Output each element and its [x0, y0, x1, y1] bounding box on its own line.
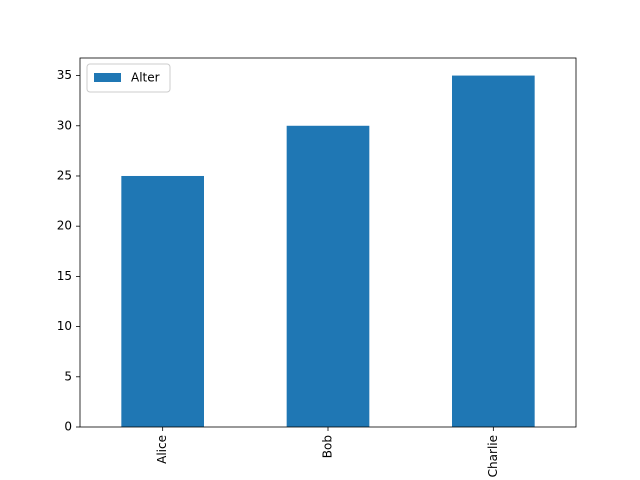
x-tick-label: Alice: [155, 435, 169, 464]
y-tick-label: 20: [57, 219, 72, 233]
y-tick-label: 35: [57, 68, 72, 82]
legend-label: Alter: [131, 71, 160, 85]
legend-swatch: [94, 73, 121, 82]
legend-box: [86, 63, 171, 93]
y-tick-label: 30: [57, 118, 72, 132]
y-tick-label: 10: [57, 319, 72, 333]
bar: [121, 175, 204, 427]
bar: [452, 75, 535, 428]
y-tick-label: 0: [64, 420, 72, 434]
x-tick-label: Bob: [321, 435, 335, 458]
bar: [286, 125, 370, 427]
y-tick-label: 5: [64, 369, 72, 383]
y-tick-label: 25: [57, 168, 72, 182]
y-tick-label: 15: [57, 269, 72, 283]
plot-frame: [79, 57, 577, 428]
x-tick-label: Charlie: [486, 435, 500, 477]
